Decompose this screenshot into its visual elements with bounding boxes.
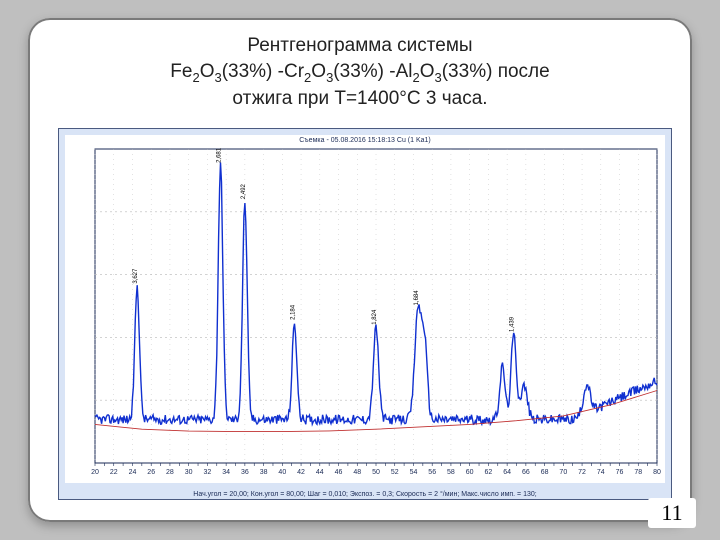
- svg-text:62: 62: [485, 469, 493, 476]
- svg-text:66: 66: [522, 469, 530, 476]
- svg-text:54: 54: [410, 469, 418, 476]
- svg-text:1,439: 1,439: [510, 316, 516, 332]
- svg-text:1,824: 1,824: [372, 309, 378, 325]
- xrd-chart-svg: 20 22 24 26 28 30 32 34 36 38 40 42 44 46 48 50 52 54 56 58…: [65, 135, 663, 483]
- title-line1: Рентгенограмма системы: [247, 35, 472, 56]
- svg-text:42: 42: [297, 469, 305, 476]
- svg-text:38: 38: [260, 469, 268, 476]
- svg-text:2,492: 2,492: [241, 183, 247, 199]
- svg-text:70: 70: [559, 469, 567, 476]
- svg-text:20: 20: [91, 469, 99, 476]
- svg-text:32: 32: [204, 469, 212, 476]
- svg-text:64: 64: [503, 469, 511, 476]
- title-line2: Fe2O3(33%) -Cr2O3(33%) -Al2O3(33%) после: [170, 61, 549, 82]
- slide-title: Рентгенограмма системы Fe2O3(33%) -Cr2O3…: [28, 33, 692, 112]
- svg-text:58: 58: [447, 469, 455, 476]
- svg-text:74: 74: [597, 469, 605, 476]
- page-number: 11: [648, 498, 696, 528]
- svg-text:24: 24: [129, 469, 137, 476]
- svg-text:78: 78: [634, 469, 642, 476]
- svg-text:76: 76: [616, 469, 624, 476]
- svg-text:36: 36: [241, 469, 249, 476]
- xrd-chart-frame: Съемка - 05.08.2016 15:18:13 Cu (1 Ka1) …: [58, 128, 672, 500]
- svg-text:72: 72: [578, 469, 586, 476]
- svg-text:34: 34: [222, 469, 230, 476]
- svg-text:46: 46: [335, 469, 343, 476]
- svg-text:52: 52: [391, 469, 399, 476]
- svg-text:2,184: 2,184: [291, 304, 297, 320]
- slide-frame: Рентгенограмма системы Fe2O3(33%) -Cr2O3…: [28, 18, 692, 522]
- svg-text:40: 40: [278, 469, 286, 476]
- svg-text:60: 60: [466, 469, 474, 476]
- svg-text:1,684: 1,684: [414, 290, 420, 306]
- svg-text:50: 50: [372, 469, 380, 476]
- title-line3: отжига при Т=1400°С 3 часа.: [232, 88, 487, 109]
- chart-bottom-caption: Нач.угол = 20,00; Кон.угол = 80,00; Шаг …: [59, 491, 671, 498]
- svg-text:48: 48: [353, 469, 361, 476]
- svg-text:30: 30: [185, 469, 193, 476]
- svg-text:44: 44: [316, 469, 324, 476]
- svg-text:56: 56: [428, 469, 436, 476]
- xrd-chart-inner: Съемка - 05.08.2016 15:18:13 Cu (1 Ka1) …: [65, 135, 665, 483]
- svg-text:68: 68: [541, 469, 549, 476]
- svg-text:2,681: 2,681: [217, 147, 223, 163]
- svg-text:22: 22: [110, 469, 118, 476]
- svg-text:28: 28: [166, 469, 174, 476]
- svg-text:3,627: 3,627: [133, 268, 139, 284]
- svg-text:80: 80: [653, 469, 661, 476]
- svg-text:26: 26: [147, 469, 155, 476]
